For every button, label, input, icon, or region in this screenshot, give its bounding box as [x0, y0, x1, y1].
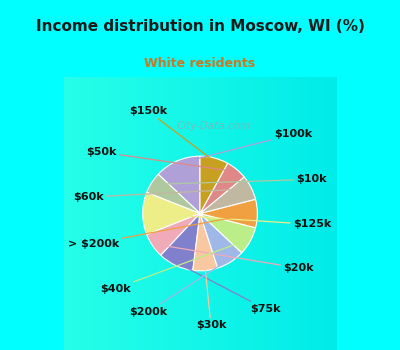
Text: $200k: $200k: [129, 259, 229, 317]
Wedge shape: [161, 214, 200, 271]
Text: $150k: $150k: [129, 106, 214, 161]
Wedge shape: [147, 214, 200, 255]
Text: $75k: $75k: [177, 263, 281, 314]
Text: > $200k: > $200k: [68, 214, 254, 248]
Wedge shape: [147, 174, 200, 214]
Text: City-Data.com: City-Data.com: [176, 121, 251, 131]
Text: $40k: $40k: [100, 240, 248, 294]
Text: White residents: White residents: [144, 57, 256, 70]
Wedge shape: [200, 163, 244, 214]
Wedge shape: [193, 214, 218, 271]
Text: $100k: $100k: [178, 130, 312, 163]
Wedge shape: [200, 156, 228, 214]
Text: $50k: $50k: [86, 147, 235, 172]
Wedge shape: [200, 214, 256, 253]
Wedge shape: [158, 156, 200, 214]
Text: $60k: $60k: [73, 189, 248, 202]
Text: $20k: $20k: [155, 244, 314, 273]
Wedge shape: [200, 177, 256, 214]
Text: $30k: $30k: [196, 268, 226, 330]
Wedge shape: [200, 199, 257, 228]
Text: $125k: $125k: [146, 214, 331, 229]
Wedge shape: [200, 214, 242, 268]
Text: $10k: $10k: [154, 174, 327, 184]
Text: Income distribution in Moscow, WI (%): Income distribution in Moscow, WI (%): [36, 20, 364, 34]
Wedge shape: [143, 193, 200, 235]
